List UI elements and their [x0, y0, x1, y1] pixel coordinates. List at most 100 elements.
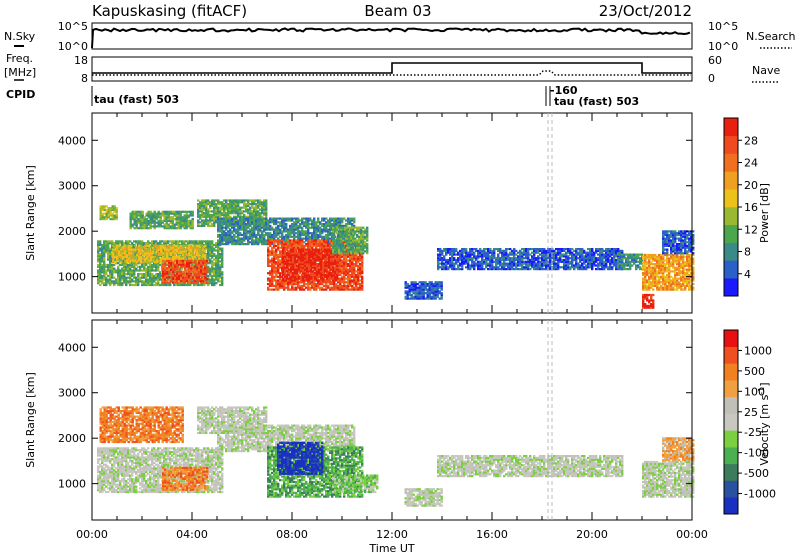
nsearch-tick-bottom: 10^0: [708, 40, 738, 53]
power-cell: [361, 259, 363, 261]
power-cell: [353, 218, 355, 220]
power-cell: [192, 214, 194, 216]
power-cell: [231, 218, 233, 220]
power-cell: [315, 289, 317, 291]
power-cell: [302, 279, 304, 281]
power-cell: [164, 264, 166, 266]
power-cell: [192, 224, 194, 226]
power-cell: [113, 268, 115, 270]
power-cell: [296, 279, 298, 281]
power-cell: [325, 218, 327, 220]
power-cell: [116, 207, 118, 209]
power-cell: [116, 214, 118, 216]
power-cell: [206, 282, 208, 284]
power-cell: [277, 269, 279, 271]
power-cell: [221, 248, 223, 250]
nsky-tick-top: 10^5: [58, 20, 88, 33]
power-cell: [301, 239, 303, 241]
freq-panel: Freq. [MHz] 18 8 60 0 Nave: [4, 52, 780, 85]
noise-panel: N.Sky 10^5 10^0 10^5 10^0 N.Search: [4, 20, 796, 53]
power-cell: [206, 260, 208, 262]
nave-tick-bottom: 0: [708, 72, 715, 85]
nsearch-label: N.Search: [746, 30, 796, 43]
power-cell: [221, 271, 223, 273]
power-cell: [361, 289, 363, 291]
power-cell: [204, 264, 206, 266]
power-cell: [192, 218, 194, 220]
power-cell: [361, 279, 363, 281]
nave-label: Nave: [752, 64, 780, 77]
power-cell: [261, 219, 263, 221]
station-title: Kapuskasing (fitACF): [92, 2, 247, 20]
power-cell: [317, 218, 319, 220]
power-cell: [307, 229, 309, 231]
power-cell: [265, 199, 267, 201]
power-cell: [326, 269, 328, 271]
power-cell: [284, 279, 286, 281]
power-cell: [283, 289, 285, 291]
power-cell: [259, 218, 261, 220]
power-cell: [113, 277, 115, 279]
power-cell: [265, 218, 267, 220]
date-title: 23/Oct/2012: [599, 2, 692, 20]
power-cell: [271, 227, 273, 229]
power-cell: [243, 239, 245, 241]
power-cell: [204, 245, 206, 247]
power-cell: [150, 259, 152, 261]
power-cell: [265, 209, 267, 211]
power-cell: [277, 289, 279, 291]
nsky-label: N.Sky: [4, 30, 36, 43]
power-cell: [217, 218, 219, 220]
power-cell: [192, 211, 194, 213]
power-cell: [309, 218, 311, 220]
radar-summary-plot: Kapuskasing (fitACF) Beam 03 23/Oct/2012…: [0, 0, 800, 554]
power-cell: [325, 289, 327, 291]
cpid-panel: CPID tau (fast) 503 -160 tau (fast) 503: [6, 84, 639, 108]
power-cell: [313, 218, 315, 220]
power-cell: [221, 259, 223, 261]
cpid-segment-1: tau (fast) 503: [94, 93, 179, 106]
power-cell: [204, 254, 206, 256]
power-cell: [160, 249, 162, 251]
power-cell: [204, 274, 206, 276]
power-cell: [295, 289, 297, 291]
power-cell: [297, 218, 299, 220]
power-cell: [204, 250, 206, 252]
nsearch-tick-top: 10^5: [708, 20, 738, 33]
power-cell: [361, 276, 363, 278]
power-cell: [235, 218, 237, 220]
power-cell: [211, 240, 213, 242]
freq-tick-bottom: 8: [81, 72, 88, 85]
power-cell: [136, 224, 138, 226]
freq-tick-top: 18: [74, 54, 88, 67]
power-cell: [309, 289, 311, 291]
power-cell: [142, 211, 144, 213]
freq-label: Freq.: [6, 52, 33, 65]
power-cell: [308, 279, 310, 281]
beam-title: Beam 03: [364, 2, 431, 20]
power-cell: [221, 279, 223, 281]
power-cell: [130, 245, 132, 247]
cpid-label: CPID: [6, 88, 35, 101]
power-cell: [206, 278, 208, 280]
power-cell: [206, 267, 208, 269]
power-cell: [353, 219, 355, 221]
power-cell: [341, 219, 343, 221]
power-cell: [325, 239, 327, 241]
power-cell: [343, 218, 345, 220]
nave-tick-top: 60: [708, 54, 722, 67]
cpid-segment-3: tau (fast) 503: [554, 95, 639, 108]
freq-unit: [MHz]: [4, 66, 36, 79]
power-cell: [103, 259, 105, 261]
power-cell: [221, 249, 223, 251]
nsky-tick-bottom: 10^0: [58, 40, 88, 53]
power-cell: [194, 260, 196, 262]
power-cell: [316, 267, 318, 269]
power-cell: [320, 259, 322, 261]
power-cell: [120, 261, 122, 263]
power-cell: [285, 223, 287, 225]
power-cell: [303, 289, 305, 291]
power-cell: [99, 240, 101, 242]
power-cell: [294, 249, 296, 251]
